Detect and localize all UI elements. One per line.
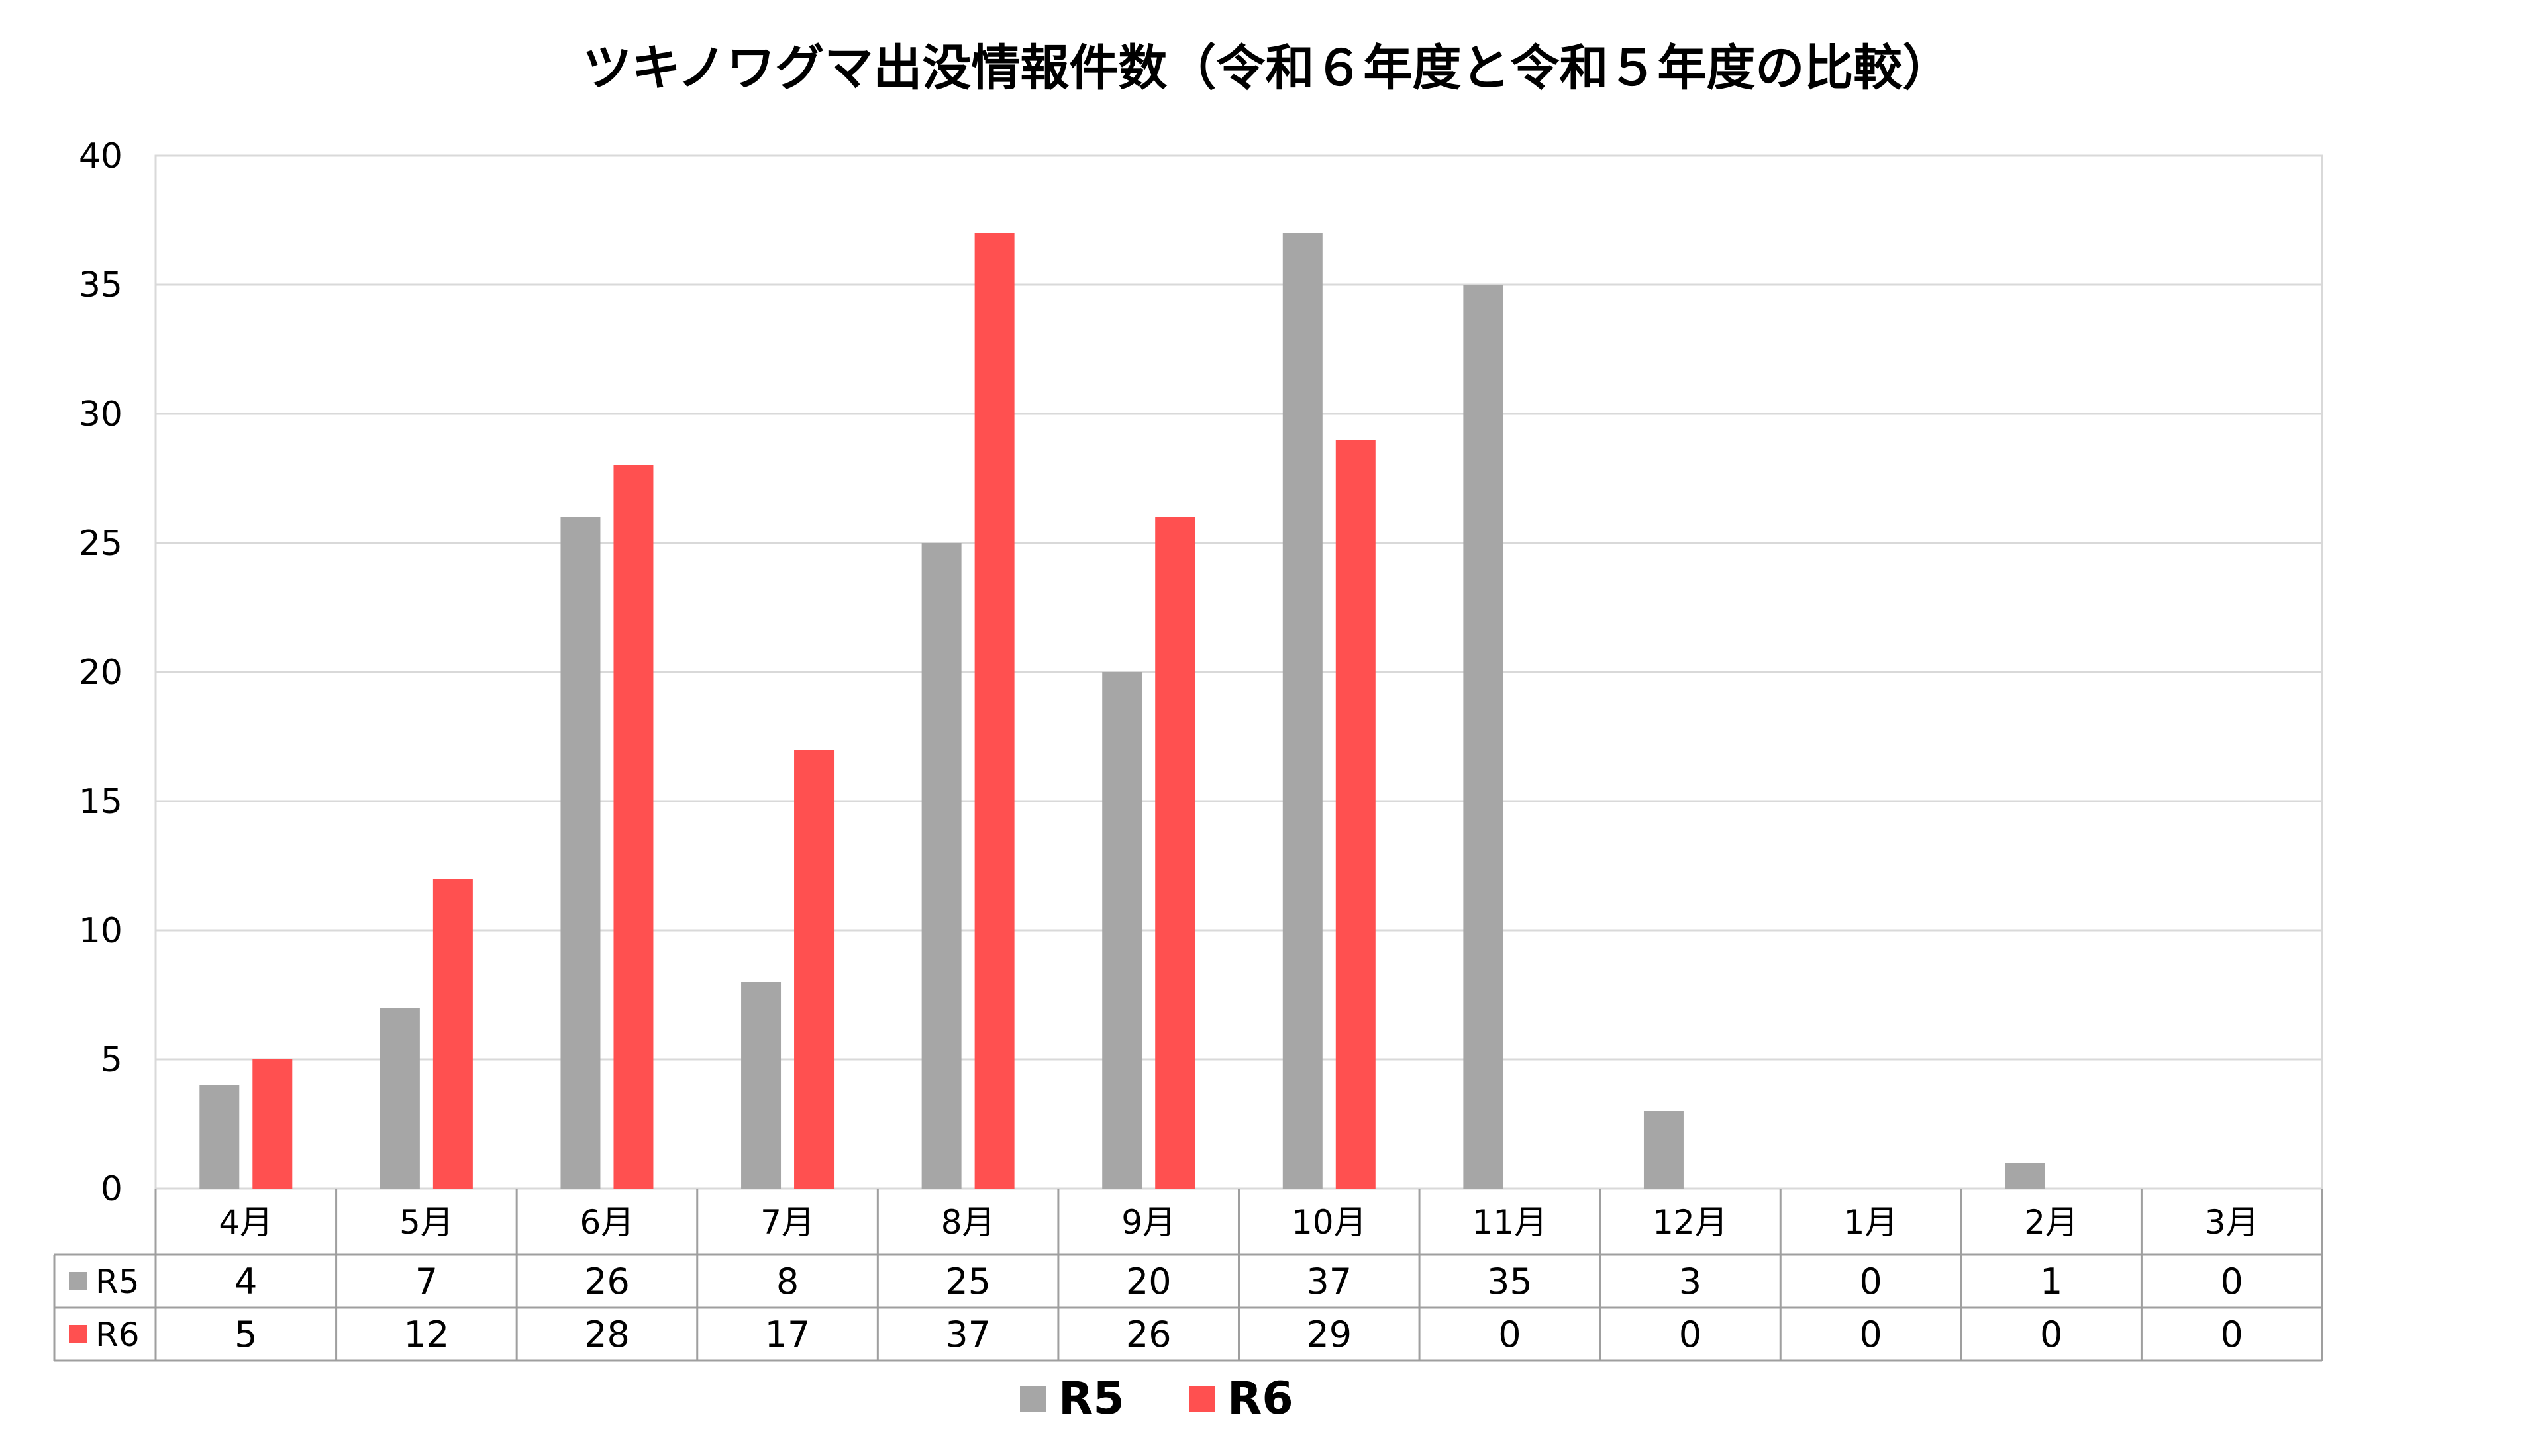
table-value: 8 — [776, 1261, 799, 1302]
table-value: 4 — [234, 1261, 257, 1302]
table-value: 0 — [2221, 1261, 2243, 1302]
table-legend-key-r5 — [69, 1272, 87, 1290]
y-tick-label: 25 — [79, 524, 123, 563]
table-value: 0 — [1859, 1261, 1882, 1302]
chart-title: ツキノワグマ出没情報件数（令和６年度と令和５年度の比較） — [583, 40, 1952, 97]
bar-r6 — [613, 465, 654, 1189]
table-value: 17 — [765, 1314, 811, 1355]
table-value: 0 — [1679, 1314, 1701, 1355]
legend-key-r6 — [1189, 1386, 1215, 1412]
bar-r6 — [432, 879, 473, 1189]
bar-r5 — [1643, 1111, 1684, 1189]
bar-r6 — [1155, 517, 1195, 1189]
y-tick-label: 30 — [79, 395, 123, 434]
table-value: 26 — [1126, 1314, 1172, 1355]
x-tick-label: 3月 — [2205, 1203, 2259, 1241]
table-value: 0 — [1498, 1314, 1521, 1355]
x-tick-label: 7月 — [760, 1203, 815, 1241]
table-value: 37 — [1306, 1261, 1352, 1302]
x-tick-label: 10月 — [1292, 1203, 1367, 1241]
table-value: 0 — [1859, 1314, 1882, 1355]
x-tick-label: 1月 — [1844, 1203, 1898, 1241]
x-tick-label: 4月 — [219, 1203, 273, 1241]
bar-r5 — [560, 517, 601, 1189]
table-value: 5 — [234, 1314, 257, 1355]
table-value: 28 — [584, 1314, 630, 1355]
bar-r5 — [2005, 1163, 2045, 1189]
bar-r6 — [794, 750, 835, 1189]
x-tick-label: 11月 — [1472, 1203, 1548, 1241]
table-value: 1 — [2040, 1261, 2062, 1302]
x-tick-label: 12月 — [1652, 1203, 1728, 1241]
x-tick-label: 8月 — [941, 1203, 995, 1241]
legend-key-r5 — [1020, 1386, 1046, 1412]
bar-r5 — [380, 1008, 420, 1189]
x-tick-label: 2月 — [2024, 1203, 2078, 1241]
table-value: 29 — [1306, 1314, 1352, 1355]
table-value: 37 — [945, 1314, 991, 1355]
y-tick-label: 20 — [79, 653, 123, 693]
table-value: 25 — [945, 1261, 991, 1302]
y-tick-label: 35 — [79, 266, 123, 305]
legend-label: R5 — [1058, 1373, 1125, 1425]
x-tick-label: 6月 — [580, 1203, 634, 1241]
table-value: 35 — [1487, 1261, 1533, 1302]
table-value: 0 — [2040, 1314, 2062, 1355]
y-axis: 0 5 10 15 20 25 30 35 40 — [79, 136, 123, 1209]
table-value: 0 — [2221, 1314, 2243, 1355]
y-tick-label: 40 — [79, 136, 123, 176]
legend-label: R6 — [1227, 1373, 1293, 1425]
bars — [199, 233, 2045, 1189]
table-value: 3 — [1679, 1261, 1701, 1302]
y-tick-label: 15 — [79, 782, 123, 822]
bar-r5 — [921, 543, 962, 1189]
table-value: 20 — [1126, 1261, 1172, 1302]
x-tick-label: 9月 — [1121, 1203, 1176, 1241]
table-legend-key-r6 — [69, 1325, 87, 1343]
table-value: 7 — [415, 1261, 438, 1302]
gridlines — [154, 154, 2323, 1190]
bar-r6 — [974, 233, 1015, 1189]
bar-r5 — [199, 1085, 240, 1189]
bar-r5 — [1282, 233, 1323, 1189]
y-tick-label: 5 — [101, 1040, 123, 1080]
bar-r5 — [741, 982, 782, 1189]
table-series-name: R5 — [95, 1263, 140, 1301]
table-value: 26 — [584, 1261, 630, 1302]
bar-r5 — [1102, 672, 1142, 1189]
table-value: 12 — [404, 1314, 450, 1355]
table-series-name: R6 — [95, 1316, 140, 1354]
x-tick-label: 5月 — [399, 1203, 454, 1241]
bar-r6 — [252, 1059, 293, 1189]
y-tick-label: 0 — [101, 1169, 123, 1209]
bar-r5 — [1463, 285, 1503, 1189]
bar-r6 — [1335, 440, 1376, 1189]
data-table: 4月 5月 6月 7月 8月 9月 10月 11月 12月 1月 2月 3月 R5 4 7 26 8 25 20 37… — [53, 1189, 2323, 1362]
legend: R5 R6 — [1020, 1373, 1293, 1425]
y-tick-label: 10 — [79, 911, 123, 951]
